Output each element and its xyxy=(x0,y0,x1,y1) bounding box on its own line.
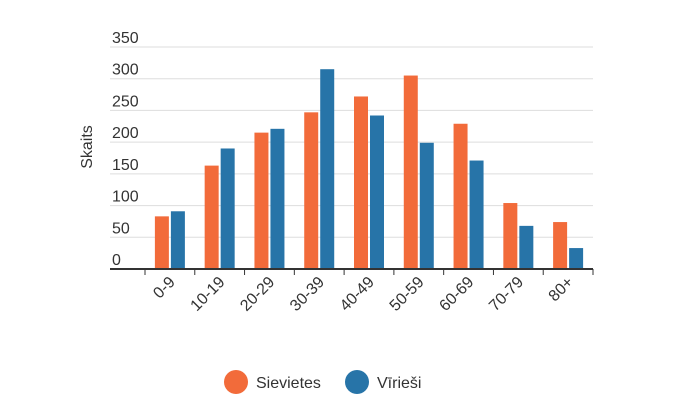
bar-v-rie-i-30-39 xyxy=(320,69,335,269)
x-tick-label: 0-9 xyxy=(150,274,178,302)
legend-swatch xyxy=(345,370,369,394)
bar-v-rie-i-60-69 xyxy=(469,160,484,269)
y-axis-title: Skaits xyxy=(79,125,96,169)
bar-sievietes-50-59 xyxy=(403,75,418,270)
y-tick-label: 150 xyxy=(112,157,139,174)
y-tick-label: 100 xyxy=(112,189,139,206)
bar-v-rie-i-80+ xyxy=(569,248,584,269)
gridlines xyxy=(110,46,593,238)
y-tick-label: 250 xyxy=(112,93,139,110)
bar-v-rie-i-40-49 xyxy=(370,115,384,269)
legend-swatch xyxy=(224,370,248,394)
x-tick-label: 80+ xyxy=(546,274,577,305)
x-axis xyxy=(110,268,594,275)
x-axis-ticks: 0-9 10-19 20-29 30-39 40-49 50-59 60-69 70-79 80… xyxy=(150,274,577,315)
legend-label: Sievietes xyxy=(256,375,321,392)
bar-v-rie-i-50-59 xyxy=(419,142,434,269)
legend: Sievietes Vīrieši xyxy=(224,370,421,394)
legend-label: Vīrieši xyxy=(377,375,421,392)
bar-sievietes-60-69 xyxy=(453,123,468,270)
bar-v-rie-i-0-9 xyxy=(170,211,185,269)
x-tick-label: 30-39 xyxy=(287,274,328,315)
bar-sievietes-30-39 xyxy=(304,112,319,270)
x-tick-label: 20-29 xyxy=(237,274,278,315)
bar-v-rie-i-10-19 xyxy=(220,148,235,269)
x-tick-label: 10-19 xyxy=(188,274,229,315)
bar-sievietes-40-49 xyxy=(354,96,368,269)
x-tick-label: 40-49 xyxy=(337,274,378,315)
x-tick-label: 60-69 xyxy=(436,274,477,315)
bar-sievietes-80+ xyxy=(553,222,568,269)
y-tick-label: 0 xyxy=(112,252,121,269)
bar-sievietes-0-9 xyxy=(154,216,169,269)
bar-sievietes-70-79 xyxy=(503,203,518,269)
bars xyxy=(154,69,584,270)
y-tick-label: 50 xyxy=(112,220,130,237)
x-tick-label: 50-59 xyxy=(387,274,428,315)
y-axis-ticks: 0 50 100 150 200 250 300 350 xyxy=(112,30,139,269)
y-tick-label: 300 xyxy=(112,62,139,79)
x-tick-label: 70-79 xyxy=(486,274,527,315)
bar-sievietes-10-19 xyxy=(204,165,219,269)
bar-sievietes-20-29 xyxy=(254,132,269,269)
bar-v-rie-i-70-79 xyxy=(519,225,534,269)
y-tick-label: 350 xyxy=(112,30,139,47)
bar-v-rie-i-20-29 xyxy=(270,128,285,269)
y-tick-label: 200 xyxy=(112,125,139,142)
